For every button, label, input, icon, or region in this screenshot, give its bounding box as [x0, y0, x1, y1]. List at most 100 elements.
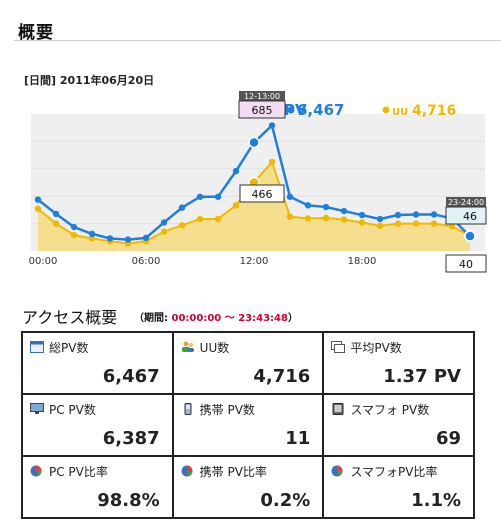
- end-tooltip: 23-24:00 46 40: [445, 197, 487, 273]
- uu-legend-marker: [382, 106, 390, 114]
- pv-legend-total: 6,467: [297, 101, 344, 119]
- pc-pv-value: 6,387: [102, 428, 160, 449]
- pv-data-point: [106, 235, 114, 242]
- period-close: ）: [287, 313, 298, 324]
- uu-data-point: [340, 216, 348, 223]
- window-icon: [30, 341, 44, 353]
- uu-data-point: [70, 231, 78, 239]
- uu-data-point: [394, 220, 402, 227]
- pv-data-point: [232, 167, 240, 175]
- period-range: 00:00:00 〜 23:43:48: [171, 313, 288, 324]
- pv-data-point: [464, 230, 476, 242]
- uu-data-point: [214, 215, 222, 223]
- pc-pv-cell: PC PV数 6,387: [23, 395, 172, 455]
- pv-data-point: [34, 196, 42, 203]
- pv-data-point: [160, 219, 168, 226]
- pv-data-point: [412, 211, 420, 218]
- pv-data-point: [248, 136, 260, 149]
- pv-data-point: [178, 204, 186, 211]
- summary-grid: 総PV数 6,467 UU数 4,716 平均PV数 1.37 PV PC PV…: [21, 331, 475, 519]
- uu-data-point: [268, 158, 276, 166]
- uu-data-point: [88, 235, 96, 242]
- period-label: （期間:: [134, 313, 172, 324]
- end-tooltip-pv-box: [445, 206, 487, 225]
- date-line: [日間] 2011年06月20日: [24, 74, 155, 87]
- uu-data-point: [196, 215, 204, 223]
- pv-data-point: [124, 236, 132, 243]
- mobile-pv-ratio-label: 携帯 PV比率: [199, 465, 267, 479]
- pv-data-point: [88, 230, 96, 238]
- x-tick-label: 18:00: [348, 256, 377, 267]
- pv-data-point: [430, 211, 438, 218]
- x-tick-label: 06:00: [132, 256, 161, 267]
- peak-tooltip-pv: 685: [252, 104, 273, 117]
- uu-data-point: [178, 222, 186, 229]
- end-tooltip-uu: 40: [459, 258, 473, 271]
- pv-data-point: [52, 210, 60, 218]
- mobile-pv-ratio-value: 0.2%: [260, 490, 311, 511]
- peak-tooltip-time: 12-13:00: [244, 92, 280, 101]
- pc-pv-ratio-label: PC PV比率: [49, 465, 108, 479]
- peak-tooltip-pv-box: [238, 100, 286, 119]
- mobile-pv-label: 携帯 PV数: [199, 403, 255, 417]
- uu-data-point: [358, 219, 366, 226]
- pc-pv-ratio-value: 98.8%: [97, 490, 160, 511]
- uu-data-point: [322, 214, 330, 222]
- pv-data-point: [196, 193, 204, 200]
- uu-data-point: [232, 202, 240, 209]
- smartphone-pv-label: スマフォ PV数: [350, 403, 430, 417]
- pie-chart-icon: [331, 465, 343, 477]
- smartphone-pv-ratio-value: 1.1%: [411, 490, 461, 511]
- mobile-pv-cell: 携帯 PV数 11: [173, 395, 323, 455]
- pv-data-point: [268, 122, 276, 129]
- pv-data-point: [304, 202, 312, 209]
- pie-chart-icon: [181, 465, 193, 477]
- uu-data-point: [430, 220, 438, 227]
- pv-data-point: [70, 223, 78, 231]
- total-pv-value: 6,467: [102, 366, 160, 387]
- uu-data-point: [286, 213, 294, 220]
- pv-data-point: [394, 211, 402, 219]
- pv-legend-marker: [287, 106, 295, 114]
- total-pv-label: 総PV数: [49, 341, 89, 355]
- monitor-icon: [30, 403, 44, 414]
- end-tooltip-time-bg: [446, 197, 486, 207]
- mobile-icon: [184, 403, 192, 415]
- page-title: 概要: [18, 23, 54, 43]
- avg-pv-value: 1.37 PV: [383, 366, 461, 387]
- uu-data-point: [304, 215, 312, 222]
- pv-data-point: [322, 203, 330, 211]
- header-divider: [14, 40, 501, 41]
- peak-tooltip-uu: 466: [252, 188, 273, 201]
- summary-title: アクセス概要: [22, 308, 118, 327]
- smartphone-pv-value: 69: [435, 428, 461, 449]
- avg-pv-cell: 平均PV数 1.37 PV: [324, 333, 473, 393]
- pv-data-point: [142, 234, 150, 242]
- end-tooltip-time: 23-24:00: [448, 198, 484, 207]
- uu-data-point: [376, 222, 384, 230]
- pv-points: [34, 122, 476, 243]
- pv-data-point: [358, 211, 366, 219]
- pc-pv-ratio-cell: PC PV比率 98.8%: [23, 457, 172, 517]
- smartphone-pv-ratio-cell: スマフォPV比率 1.1%: [324, 457, 473, 517]
- end-tooltip-uu-box: [445, 254, 487, 273]
- smartphone-pv-ratio-label: スマフォPV比率: [350, 465, 438, 479]
- windows-icon: [331, 341, 346, 353]
- pv-data-point: [286, 193, 294, 200]
- pv-data-point: [376, 215, 384, 223]
- uu-legend-label: UU: [392, 107, 408, 118]
- x-tick-label: 12:00: [240, 256, 269, 267]
- uu-data-point: [34, 205, 42, 212]
- peak-tooltip-time-bg: [239, 91, 285, 101]
- avg-pv-label: 平均PV数: [350, 341, 402, 355]
- total-pv-cell: 総PV数 6,467: [23, 333, 172, 393]
- uu-label: UU数: [199, 341, 230, 355]
- uu-data-point: [412, 220, 420, 227]
- header: 概要: [0, 0, 501, 44]
- end-tooltip-pv: 46: [463, 210, 477, 223]
- uu-cell: UU数 4,716: [173, 333, 323, 393]
- x-tick-label: 00:00: [29, 256, 58, 267]
- uu-points: [34, 158, 476, 247]
- uu-legend-total: 4,716: [412, 103, 456, 119]
